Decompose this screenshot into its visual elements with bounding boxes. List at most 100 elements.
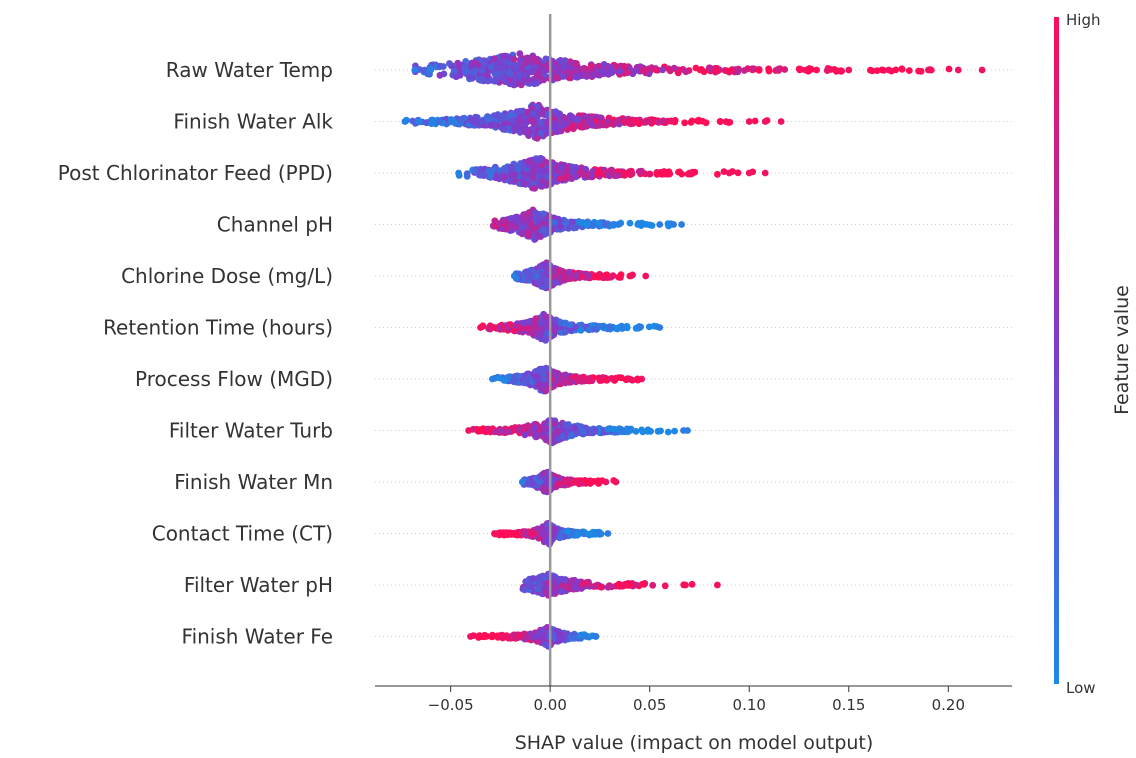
- data-point: [615, 273, 623, 281]
- outlier-point: [670, 221, 677, 228]
- data-point: [741, 67, 748, 74]
- data-point: [532, 373, 540, 381]
- feature-label: Finish Water Mn: [174, 470, 333, 494]
- data-point: [497, 427, 505, 435]
- data-point: [452, 73, 460, 81]
- data-point: [720, 168, 728, 176]
- outlier-point: [642, 272, 650, 280]
- data-point: [516, 426, 523, 433]
- data-point: [518, 229, 526, 237]
- data-point: [640, 67, 647, 75]
- data-point: [436, 62, 444, 70]
- data-point: [687, 118, 695, 126]
- data-point: [837, 67, 844, 74]
- outlier-point: [477, 324, 484, 331]
- data-point: [632, 581, 640, 589]
- data-point: [873, 67, 881, 74]
- outlier-point: [626, 272, 634, 280]
- feature-label: Raw Water Temp: [166, 58, 333, 82]
- data-point: [714, 67, 721, 75]
- data-point: [555, 637, 563, 644]
- data-point: [581, 123, 589, 130]
- outlier-point: [467, 633, 474, 640]
- data-point: [600, 322, 607, 330]
- data-point: [529, 110, 537, 117]
- data-point: [654, 118, 662, 126]
- data-point: [572, 115, 580, 123]
- data-point: [550, 177, 557, 185]
- data-point: [898, 65, 906, 73]
- data-point: [580, 428, 587, 436]
- data-point: [518, 108, 525, 115]
- data-point: [565, 268, 573, 276]
- data-point: [649, 581, 657, 589]
- data-point: [749, 65, 756, 73]
- data-point: [823, 67, 831, 74]
- data-point: [577, 219, 584, 227]
- data-point: [570, 224, 578, 232]
- data-point: [589, 122, 597, 129]
- data-point: [555, 480, 563, 488]
- data-point: [462, 68, 470, 76]
- data-point: [540, 124, 548, 132]
- outlier-point: [415, 118, 423, 125]
- data-point: [470, 68, 477, 76]
- data-point: [522, 59, 529, 67]
- data-point: [536, 213, 543, 221]
- data-point: [436, 118, 443, 126]
- data-point: [621, 169, 629, 177]
- data-point: [588, 62, 595, 69]
- data-point: [559, 73, 567, 80]
- outlier-point: [612, 478, 620, 486]
- data-point: [573, 60, 580, 67]
- outlier-point: [427, 66, 435, 74]
- data-point: [596, 122, 603, 129]
- data-point: [700, 68, 708, 76]
- data-point: [555, 110, 563, 118]
- data-point: [536, 479, 543, 486]
- data-point: [867, 66, 874, 74]
- data-point: [566, 321, 574, 329]
- data-point: [510, 327, 518, 334]
- data-point: [905, 67, 913, 74]
- feature-rows: [375, 69, 1012, 637]
- data-point: [577, 326, 585, 334]
- data-point: [512, 74, 520, 82]
- data-point: [529, 173, 537, 181]
- data-point: [560, 576, 568, 584]
- data-point: [501, 165, 508, 172]
- outlier-point: [626, 375, 634, 383]
- data-point: [531, 80, 538, 88]
- outlier-point: [684, 427, 691, 434]
- data-point: [517, 118, 525, 125]
- data-point: [585, 581, 593, 588]
- data-point: [602, 271, 610, 279]
- outlier-point: [594, 530, 602, 537]
- data-point: [590, 221, 597, 229]
- data-point: [556, 533, 564, 541]
- data-point: [795, 65, 803, 73]
- data-point: [478, 67, 486, 74]
- data-point: [625, 64, 633, 71]
- data-point: [503, 225, 510, 233]
- data-point: [702, 119, 710, 127]
- data-point: [532, 433, 540, 441]
- data-point: [501, 68, 508, 75]
- data-point: [582, 65, 590, 73]
- data-point: [528, 329, 536, 337]
- data-point: [580, 580, 587, 587]
- data-point: [765, 67, 773, 75]
- data-point: [436, 71, 444, 79]
- x-tick-label: −0.05: [428, 696, 474, 714]
- x-axis: −0.05 0.00 0.05 0.10 0.15 0.20: [375, 685, 1012, 714]
- data-point: [550, 582, 557, 589]
- data-point: [578, 273, 586, 280]
- data-point: [606, 323, 614, 331]
- data-point: [447, 116, 455, 123]
- outlier-point: [518, 478, 526, 486]
- data-point: [727, 67, 735, 74]
- data-point: [531, 184, 538, 192]
- data-point: [542, 313, 550, 320]
- feature-label: Chlorine Dose (mg/L): [121, 264, 333, 288]
- data-point: [536, 629, 543, 636]
